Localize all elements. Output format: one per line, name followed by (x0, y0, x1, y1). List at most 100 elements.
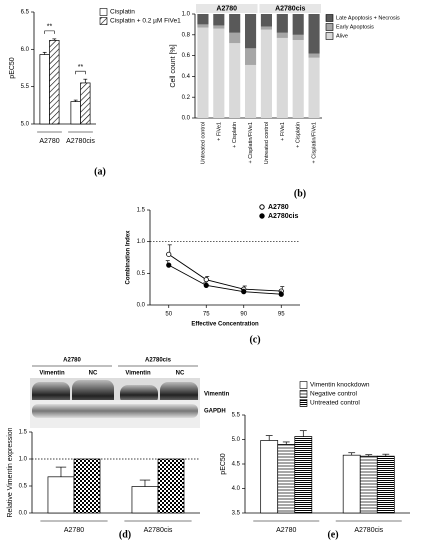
cell-line-label: A2780cis (145, 358, 172, 364)
bar (73, 458, 101, 514)
x-tick-label: A2780 (39, 138, 59, 145)
point (166, 262, 172, 268)
legend-label: Vimentin knockdown (310, 382, 370, 389)
x-tick-label: 95 (278, 312, 285, 318)
x-tick-label: + Cisplatin (296, 122, 302, 148)
panel-label: (e) (327, 529, 338, 540)
legend-label: A2780cis (268, 213, 298, 220)
panel-label: (d) (119, 529, 131, 540)
bar (260, 440, 279, 514)
bar (157, 458, 185, 514)
y-axis-label: Relative Vimentin expression (7, 427, 14, 517)
line (168, 253, 282, 292)
bar-segment (229, 14, 241, 33)
y-tick-label: 5.5 (232, 413, 241, 419)
bar-segment (260, 29, 272, 119)
bar-segment (197, 24, 209, 28)
lane-label: NC (176, 371, 185, 377)
point (203, 277, 209, 283)
x-tick-label: + Cisplatin/FiVe1 (248, 122, 254, 163)
y-tick-label: 4.5 (232, 462, 241, 468)
y-axis-label: Combination Index (126, 230, 132, 285)
bar (342, 454, 361, 514)
y-tick-label: 0.0 (182, 116, 191, 122)
y-tick-label: 4.0 (232, 486, 241, 492)
significance-label: ** (78, 64, 84, 71)
x-tick-label: A2780cis (144, 527, 173, 534)
bar-segment (260, 26, 272, 30)
bar-segment (292, 34, 304, 40)
y-tick-label: 0.4 (182, 74, 191, 80)
y-tick-label: 6.5 (21, 10, 30, 16)
y-tick-label: 5.0 (232, 437, 241, 443)
bar (277, 444, 296, 514)
band (32, 404, 198, 418)
bar-segment (308, 57, 320, 118)
legend-label: Untreated control (310, 400, 360, 407)
x-tick-label: A2780cis (66, 138, 95, 145)
line (168, 264, 282, 295)
bar-segment (197, 27, 209, 118)
bar (39, 54, 50, 125)
x-tick-label: Untreated control (264, 122, 270, 164)
legend-label: Late Apoptosis + Necrosis (336, 15, 400, 21)
bar-segment (292, 40, 304, 118)
y-tick-label: 1.5 (137, 208, 146, 214)
legend-swatch (99, 17, 108, 25)
y-tick-label: 0.2 (182, 95, 191, 101)
x-tick-label: 75 (203, 312, 210, 318)
legend-swatch (325, 14, 334, 22)
y-tick-label: 0.6 (182, 53, 191, 59)
legend-swatch (299, 381, 308, 389)
y-tick-label: 0.8 (182, 32, 191, 38)
x-tick-label: + FiVe1 (216, 122, 222, 141)
group-header (196, 4, 258, 13)
legend-label: A2780 (268, 204, 289, 211)
x-tick-label: + Cisplatin (232, 122, 238, 148)
bar-segment (260, 14, 272, 27)
bar-segment (213, 14, 225, 26)
bar-segment (308, 53, 320, 58)
bar (70, 101, 81, 125)
legend-label: Negative control (310, 391, 358, 398)
bar-segment (276, 14, 288, 33)
band-label: GAPDH (204, 409, 226, 415)
bar (47, 476, 75, 514)
legend-swatch (325, 32, 334, 40)
y-tick-label: 6.0 (21, 47, 30, 53)
point (166, 251, 172, 257)
bar-segment (197, 14, 209, 25)
y-tick-label: 3.5 (232, 511, 241, 517)
panel-label: (b) (294, 188, 306, 199)
bar-segment (229, 43, 241, 119)
bar (131, 486, 159, 514)
band-label: Vimentin (204, 392, 230, 398)
x-tick-label: A2780cis (354, 527, 383, 534)
y-tick-label: 0.0 (137, 303, 146, 309)
legend-label: Early Apoptosis (336, 24, 374, 30)
y-axis-label: pEC50 (9, 57, 16, 79)
x-tick-label: A2780 (276, 527, 296, 534)
bar-segment (276, 37, 288, 118)
point (278, 291, 284, 297)
legend-swatch (299, 390, 308, 398)
group-header (259, 4, 321, 13)
legend-label: Alive (336, 33, 348, 39)
lane-label: NC (89, 371, 98, 377)
panel-label: (c) (249, 334, 260, 345)
legend-swatch (299, 399, 308, 407)
bar-segment (245, 48, 257, 65)
x-tick-label: A2780 (64, 527, 84, 534)
lane-label: Vimentin (125, 371, 151, 377)
legend-swatch (99, 8, 108, 16)
western-blot: A2780 A2780cis Vimentin NC Vimentin NC V… (30, 358, 230, 428)
y-tick-label: 0.5 (19, 484, 28, 490)
x-axis-label: Effective Concentration (191, 322, 259, 328)
legend-swatch (325, 23, 334, 31)
point (241, 289, 247, 295)
bar-segment (276, 32, 288, 38)
bar-segment (292, 14, 304, 35)
y-tick-label: 1.0 (182, 12, 191, 18)
legend-marker (259, 204, 265, 210)
